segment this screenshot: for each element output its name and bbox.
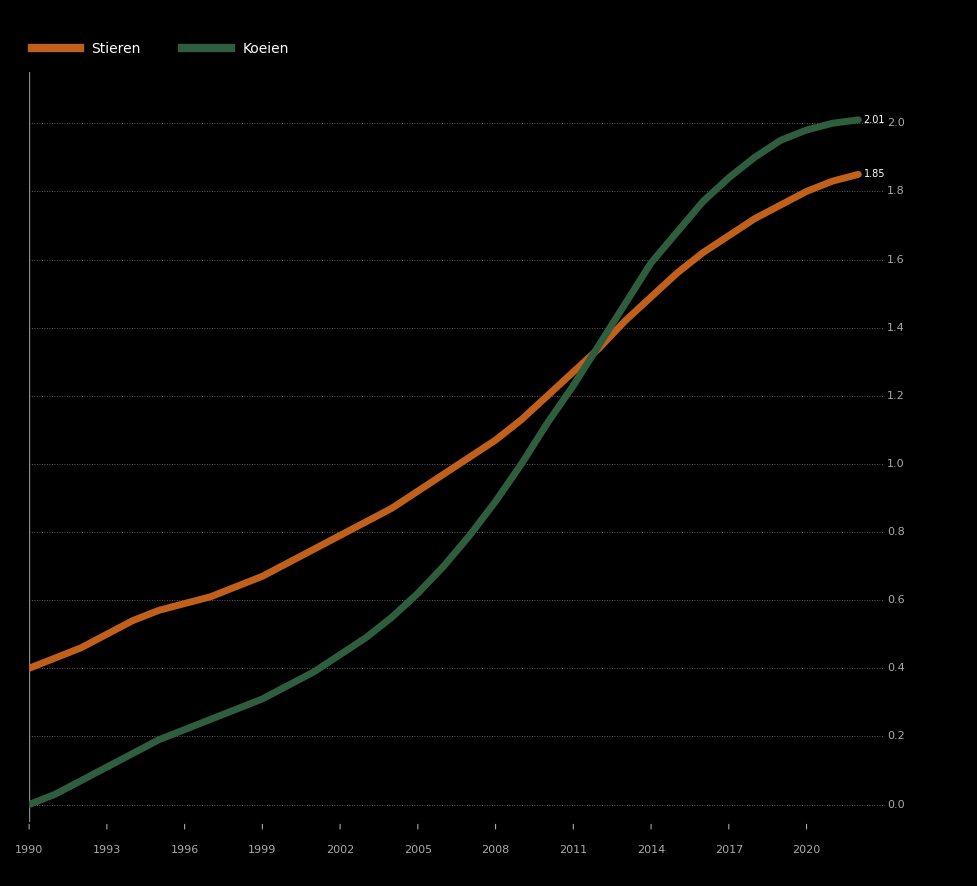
Text: 0.8: 0.8 (886, 527, 904, 537)
Text: 1990: 1990 (15, 845, 43, 855)
Text: 1993: 1993 (93, 845, 121, 855)
Text: 1999: 1999 (248, 845, 276, 855)
Text: 0.4: 0.4 (886, 664, 904, 673)
Text: 2.0: 2.0 (886, 118, 904, 128)
Text: 1.6: 1.6 (886, 254, 904, 265)
Text: 2005: 2005 (404, 845, 432, 855)
Text: 2020: 2020 (791, 845, 820, 855)
Text: 2014: 2014 (636, 845, 664, 855)
Text: 1.0: 1.0 (886, 459, 904, 469)
Text: 0.6: 0.6 (886, 595, 904, 605)
Text: 1.2: 1.2 (886, 391, 904, 400)
Legend: Stieren, Koeien: Stieren, Koeien (27, 38, 292, 60)
Text: 2.01: 2.01 (863, 115, 884, 125)
Text: 0.0: 0.0 (886, 799, 904, 810)
Text: 0.2: 0.2 (886, 732, 904, 742)
Text: 1996: 1996 (170, 845, 198, 855)
Text: 1.4: 1.4 (886, 323, 904, 332)
Text: 1.8: 1.8 (886, 186, 904, 197)
Text: 2002: 2002 (325, 845, 354, 855)
Text: 1.85: 1.85 (863, 169, 884, 179)
Text: 2008: 2008 (481, 845, 509, 855)
Text: 2011: 2011 (559, 845, 587, 855)
Text: 2017: 2017 (714, 845, 743, 855)
